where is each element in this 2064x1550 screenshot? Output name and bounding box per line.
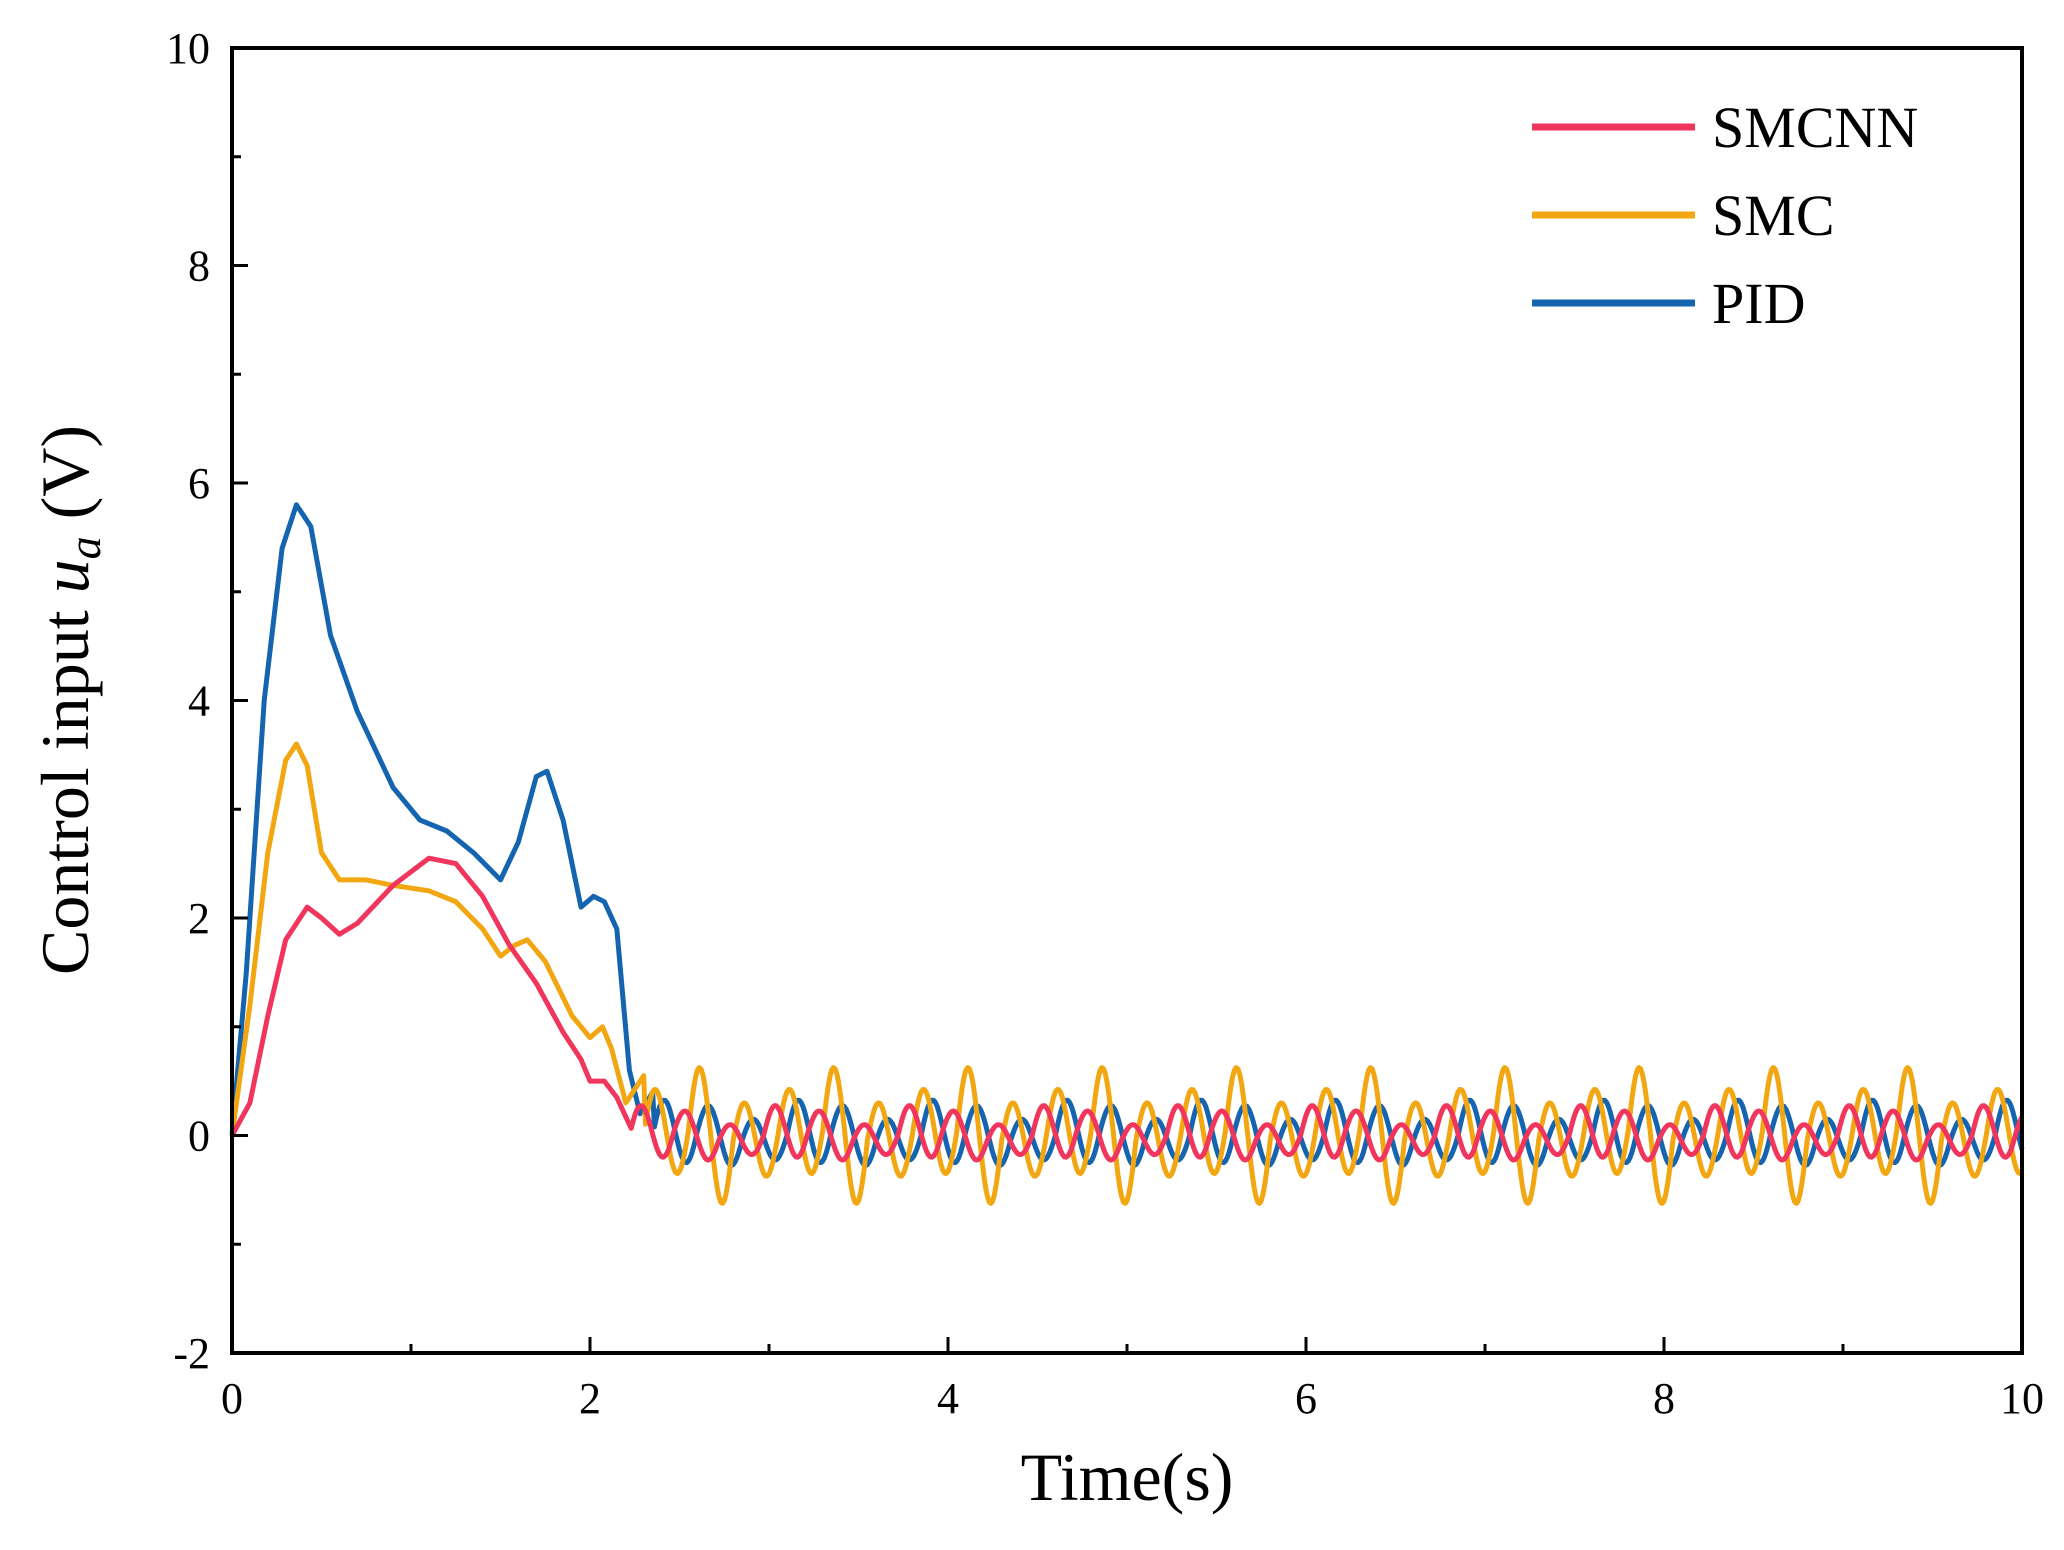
x-axis-title: Time(s): [1021, 1439, 1234, 1515]
y-tick-label: 10: [166, 24, 210, 73]
y-tick-label: 0: [188, 1112, 210, 1161]
y-tick-label: 4: [188, 677, 210, 726]
y-axis-title: Control input ua (V): [27, 425, 110, 975]
x-axis: 0 2 4 6 8 10: [221, 1337, 2044, 1423]
y-tick-label: 2: [188, 894, 210, 943]
legend-label-pid: PID: [1712, 271, 1805, 336]
x-tick-label: 2: [579, 1374, 601, 1423]
x-tick-label: 6: [1295, 1374, 1317, 1423]
y-tick-label: 8: [188, 242, 210, 291]
legend: SMCNN SMC PID: [1532, 95, 1918, 336]
legend-label-smcnn: SMCNN: [1712, 95, 1918, 160]
series-line-pid: [229, 502, 2025, 1168]
series-layer: [229, 502, 2025, 1206]
series-line-smcnn: [229, 855, 2025, 1163]
y-axis: -2 0 2 4 6 8 10: [166, 24, 248, 1378]
x-tick-label: 10: [2000, 1374, 2044, 1423]
series-line-smc: [229, 741, 2024, 1206]
y-axis-title-prefix: Control input: [27, 593, 103, 975]
y-axis-title-sub: a: [59, 536, 110, 559]
x-tick-label: 8: [1653, 1374, 1675, 1423]
y-axis-title-suffix: (V): [27, 425, 103, 536]
x-tick-label: 0: [221, 1374, 243, 1423]
y-axis-title-var: u: [27, 559, 103, 593]
x-tick-label: 4: [937, 1374, 959, 1423]
y-tick-label: 6: [188, 459, 210, 508]
legend-label-smc: SMC: [1712, 183, 1835, 248]
y-tick-label: -2: [173, 1329, 210, 1378]
